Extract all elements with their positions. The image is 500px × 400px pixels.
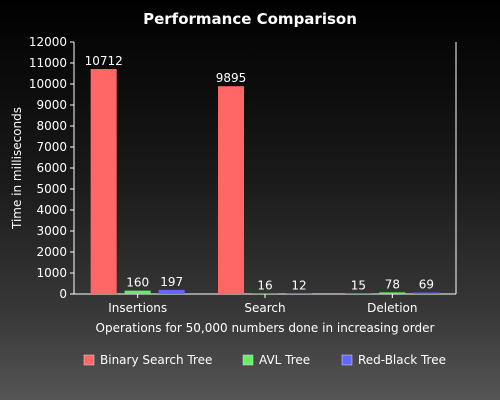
- bar: [413, 292, 440, 294]
- bar: [124, 290, 151, 294]
- y-tick-label: 4000: [36, 203, 67, 217]
- y-tick-label: 3000: [36, 224, 67, 238]
- x-tick-label: Search: [244, 301, 285, 315]
- data-label: 16: [257, 279, 272, 293]
- y-axis-ticks: 0 1000 2000 3000 4000 5000 6000 7000 8000 9000 100…: [29, 35, 74, 301]
- y-tick-label: 7000: [36, 140, 67, 154]
- y-axis-label: Time in milliseconds: [10, 107, 24, 230]
- bar: [90, 69, 117, 294]
- data-labels: 10712 160 197 9895 16 12 15 78 69: [85, 54, 434, 293]
- y-tick-label: 5000: [36, 182, 67, 196]
- legend-swatch: [83, 354, 95, 366]
- bar: [379, 292, 406, 294]
- y-tick-label: 9000: [36, 98, 67, 112]
- y-tick-label: 0: [59, 287, 67, 301]
- data-label: 160: [126, 276, 149, 290]
- y-tick-label: 12000: [29, 35, 67, 49]
- bar: [158, 289, 185, 294]
- y-tick-label: 2000: [36, 245, 67, 259]
- y-tick-label: 6000: [36, 161, 67, 175]
- data-label: 12: [291, 279, 306, 293]
- y-tick-label: 1000: [36, 266, 67, 280]
- bars: [90, 69, 440, 294]
- data-label: 197: [160, 275, 183, 289]
- data-label: 9895: [216, 71, 247, 85]
- data-label: 69: [419, 278, 434, 292]
- bar: [218, 86, 244, 294]
- x-axis-label: Operations for 50,000 numbers done in in…: [96, 321, 435, 335]
- data-label: 78: [385, 277, 400, 291]
- x-axis-ticks: Insertions Search Deletion: [108, 294, 417, 315]
- x-tick-label: Insertions: [108, 301, 167, 315]
- legend: Binary Search Tree AVL Tree Red-Black Tree: [83, 353, 446, 367]
- y-tick-label: 8000: [36, 119, 67, 133]
- legend-label: Binary Search Tree: [100, 353, 212, 367]
- y-tick-label: 10000: [29, 77, 67, 91]
- y-tick-label: 11000: [29, 56, 67, 70]
- legend-swatch: [341, 354, 353, 366]
- legend-swatch: [242, 354, 254, 366]
- x-tick-label: Deletion: [367, 301, 417, 315]
- data-label: 10712: [85, 54, 123, 68]
- chart-title: Performance Comparison: [143, 10, 357, 28]
- legend-label: AVL Tree: [259, 353, 310, 367]
- legend-label: Red-Black Tree: [358, 353, 446, 367]
- data-label: 15: [351, 279, 366, 293]
